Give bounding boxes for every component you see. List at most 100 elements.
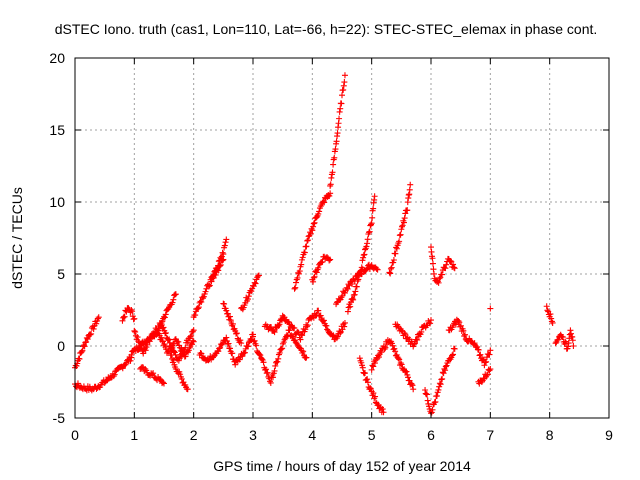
data-point (438, 376, 445, 383)
data-point (570, 343, 577, 349)
data-point (326, 192, 333, 199)
data-point (276, 321, 283, 328)
arc-series (344, 193, 378, 315)
data-point (205, 357, 212, 364)
data-point (356, 355, 363, 362)
data-point (233, 330, 240, 337)
data-point (414, 336, 421, 343)
data-point (382, 344, 389, 351)
arc-series (487, 305, 494, 312)
data-point (229, 350, 236, 357)
data-point (449, 352, 456, 359)
data-point (166, 339, 173, 346)
data-point (352, 288, 359, 295)
arc-series (445, 316, 494, 369)
data-point (567, 327, 574, 334)
data-point (162, 311, 169, 318)
data-point (324, 326, 331, 333)
data-point (215, 348, 222, 355)
data-point (461, 333, 468, 340)
data-point (88, 330, 95, 337)
data-point (393, 245, 400, 252)
x-tick-label: 3 (249, 427, 257, 443)
data-point (295, 270, 302, 277)
data-point (330, 161, 337, 168)
data-point (227, 317, 234, 324)
data-point (217, 344, 224, 351)
data-point (158, 334, 165, 341)
data-point (424, 391, 431, 398)
data-point (455, 318, 462, 325)
data-point (477, 351, 484, 358)
data-point (349, 280, 356, 287)
data-point (132, 328, 139, 335)
data-point (341, 323, 348, 330)
data-point (429, 406, 436, 413)
data-point (304, 322, 311, 329)
data-point (149, 371, 156, 378)
data-point (406, 186, 413, 193)
data-point (461, 331, 468, 338)
data-point (396, 356, 403, 363)
data-point (224, 341, 231, 348)
data-point (407, 181, 414, 188)
data-point (358, 267, 365, 274)
data-point (362, 246, 369, 253)
data-point (482, 359, 489, 366)
data-point (332, 146, 339, 153)
data-point (157, 376, 164, 383)
data-point (260, 359, 267, 366)
data-point (451, 265, 458, 272)
data-point (317, 312, 324, 319)
data-point (311, 219, 318, 226)
data-point (373, 265, 380, 272)
data-point (341, 319, 348, 326)
arc-series (422, 345, 458, 417)
data-point (161, 380, 167, 387)
data-point (168, 351, 175, 358)
data-point (239, 353, 246, 360)
data-point (386, 269, 393, 276)
data-point (192, 312, 199, 319)
arc-series (155, 291, 179, 334)
data-point (442, 363, 449, 370)
data-point (271, 367, 278, 374)
data-point (177, 371, 184, 378)
data-point (569, 337, 576, 344)
data-point (251, 337, 258, 344)
data-point (286, 327, 293, 334)
data-point (76, 355, 83, 362)
data-point (223, 334, 230, 341)
data-point (166, 348, 173, 355)
data-point (188, 332, 195, 339)
arc-series (220, 300, 245, 347)
data-point (130, 316, 137, 323)
data-point (327, 190, 334, 197)
data-point (403, 368, 410, 375)
data-point (481, 362, 488, 369)
data-point (339, 292, 346, 299)
data-point (340, 82, 347, 89)
data-point (146, 338, 153, 345)
data-point (121, 313, 128, 320)
data-point (439, 271, 446, 278)
data-point (161, 314, 168, 321)
data-point (371, 193, 378, 200)
data-point (364, 240, 371, 247)
arc-series (250, 327, 310, 386)
data-point (160, 324, 167, 331)
data-point (303, 354, 310, 361)
data-point (245, 343, 252, 350)
data-point (379, 406, 386, 413)
data-point (299, 254, 306, 261)
data-point (340, 86, 347, 93)
data-point (220, 251, 227, 258)
data-point (84, 336, 91, 343)
data-point (358, 264, 365, 271)
data-point (160, 379, 167, 386)
data-point (397, 360, 404, 367)
arc-series (386, 181, 414, 277)
data-point (299, 332, 306, 339)
arc-series (309, 253, 334, 285)
data-point (195, 305, 202, 312)
